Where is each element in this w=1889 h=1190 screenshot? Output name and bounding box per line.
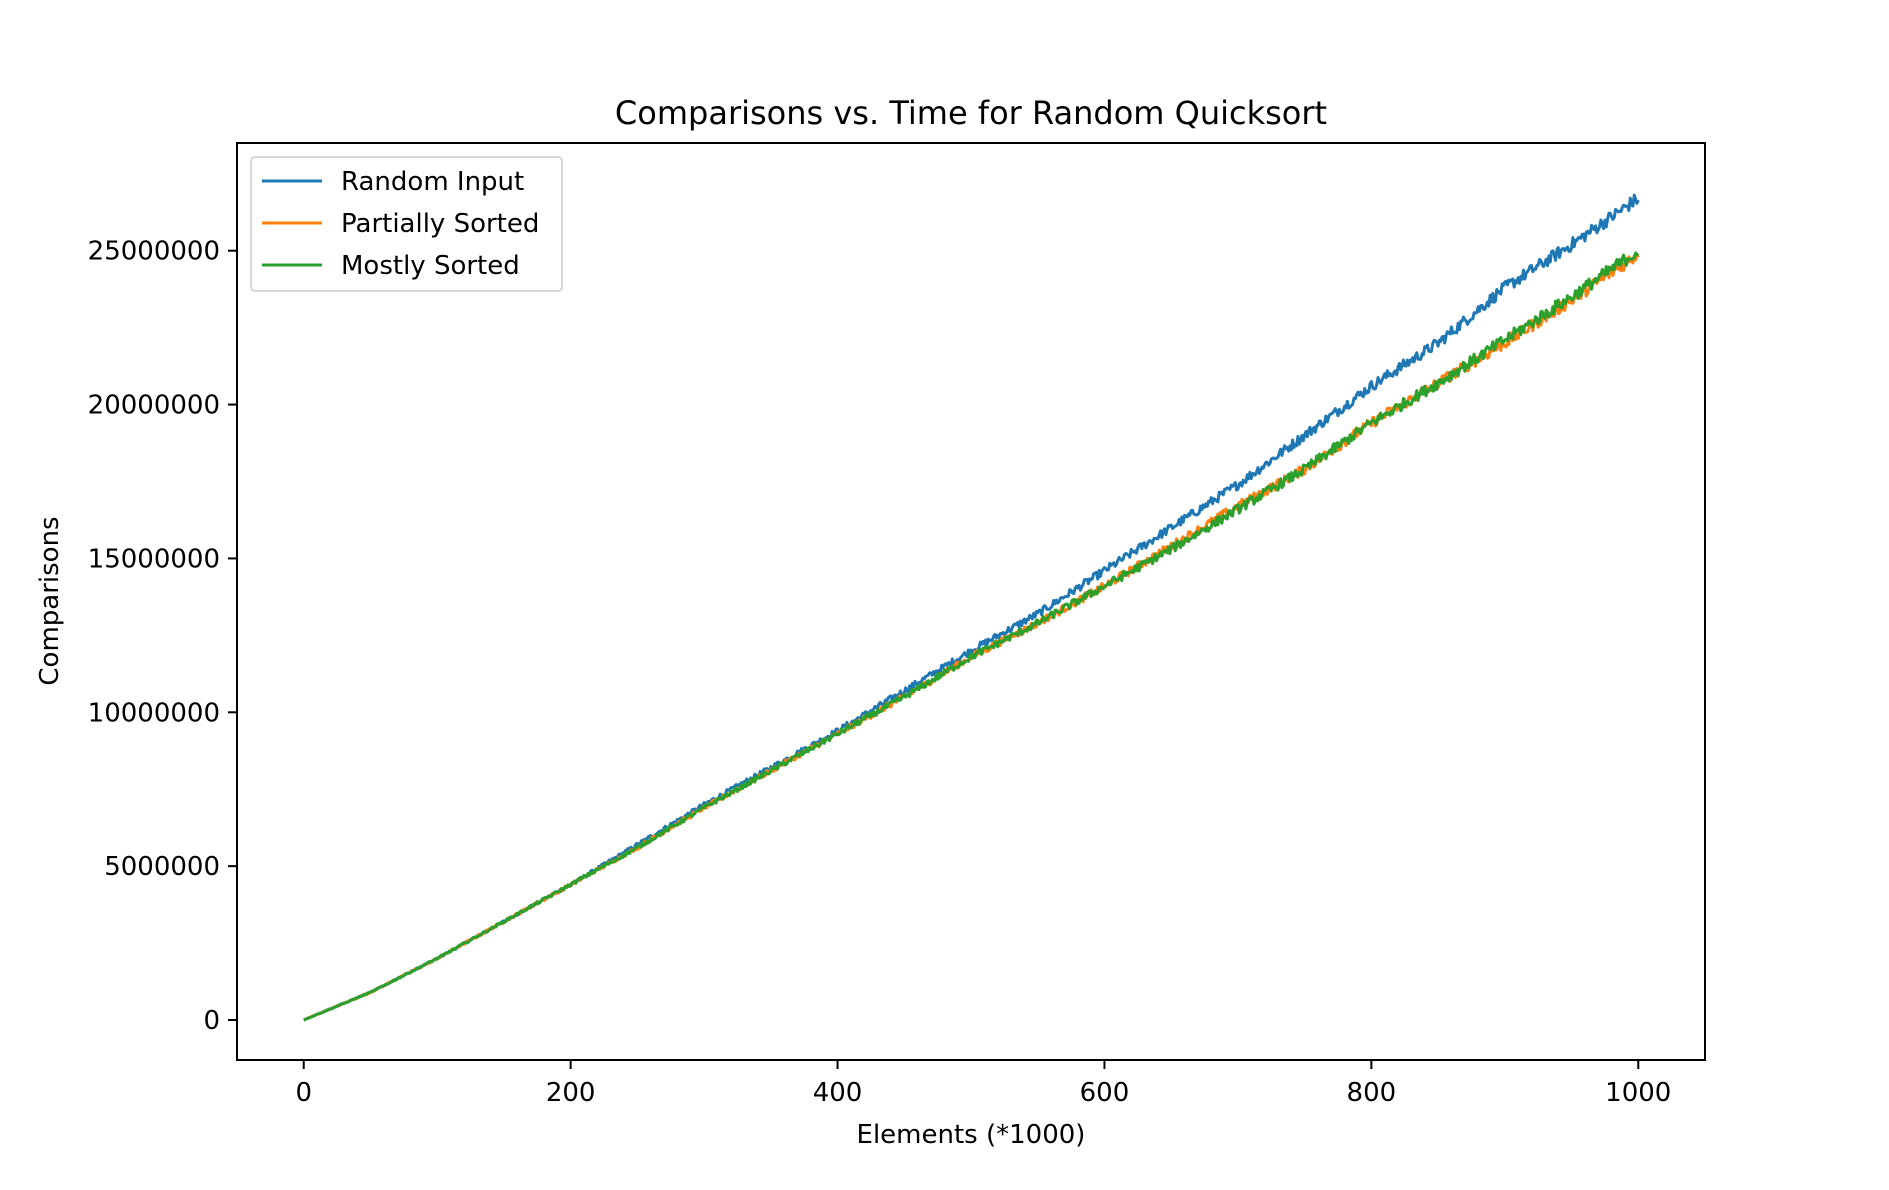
plot-frame [236,142,1706,1061]
y-tick-label: 5000000 [104,852,220,882]
x-axis-ticks: 0 200 400 600 800 1000 [295,1060,1671,1108]
y-tick-label: 10000000 [88,698,220,728]
x-tick-label: 0 [295,1078,312,1108]
y-tick-label: 25000000 [88,237,220,267]
x-axis-label: Elements (*1000) [857,1120,1086,1150]
x-tick-label: 400 [813,1078,863,1108]
y-axis-label: Comparisons [35,516,65,685]
legend-box [250,156,563,292]
plot-lines [303,193,1640,1022]
legend: Random Input Partially Sorted Mostly Sorte… [250,156,563,292]
x-tick-label: 600 [1080,1078,1130,1108]
legend-label: Partially Sorted [341,209,539,239]
x-tick-label: 800 [1347,1078,1397,1108]
y-axis-ticks: 0 5000000 10000000 15000000 20000000 25000000 [88,237,237,1036]
legend-label: Random Input [341,167,524,197]
y-tick-label: 0 [203,1006,220,1036]
chart-title: Comparisons vs. Time for Random Quicksor… [615,94,1327,132]
y-tick-label: 20000000 [88,391,220,421]
series-line-2 [303,251,1640,1022]
x-tick-label: 1000 [1605,1078,1671,1108]
legend-label: Mostly Sorted [341,251,520,281]
y-tick-label: 15000000 [88,544,220,574]
x-tick-label: 200 [546,1078,596,1108]
